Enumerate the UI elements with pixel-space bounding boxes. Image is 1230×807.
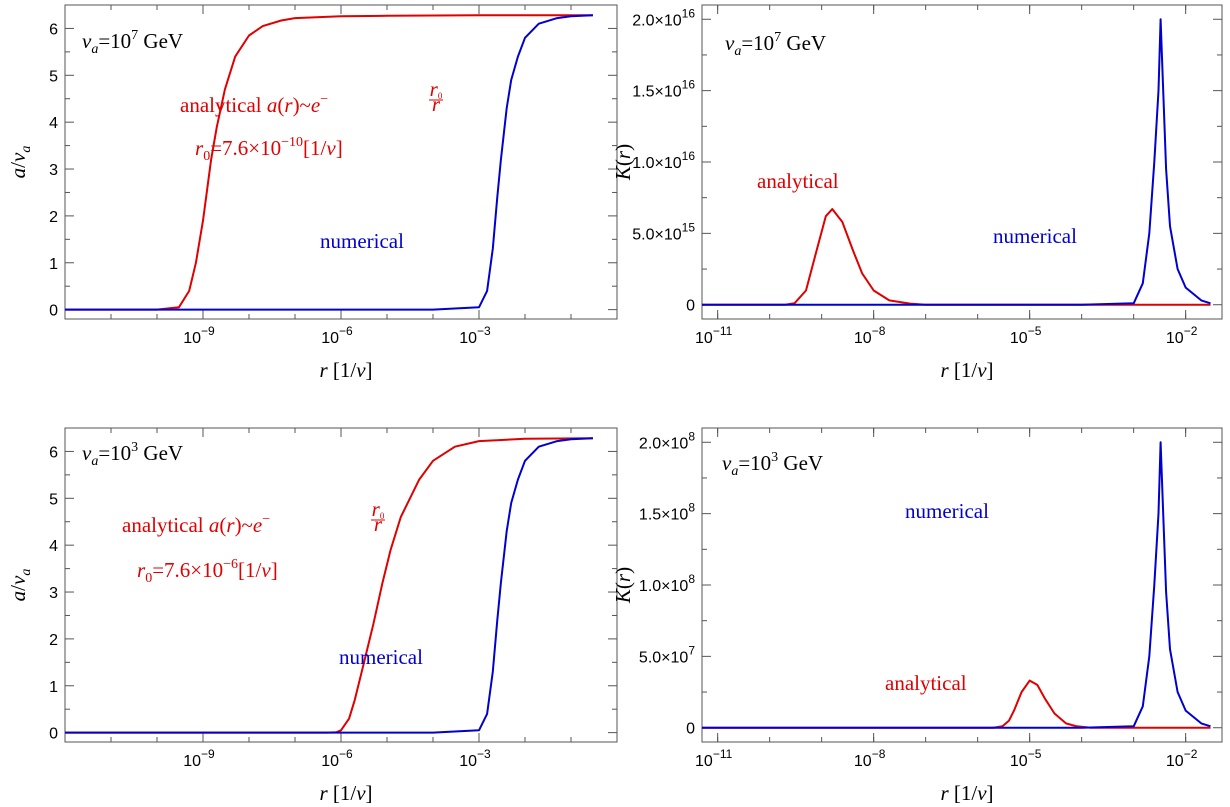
x-tick-label: 10−8	[854, 324, 886, 347]
panel-4: 10−11 10−8 10−5 10−2 0 5.0×107​ 1.0×108​ 1.5×10…	[611, 427, 1223, 805]
r0-annotation: r0=7.6×10−10[1/v]	[195, 135, 343, 164]
y-tick-label: 1.0×108​	[639, 572, 695, 595]
y-tick-label: 1.5×1016​	[632, 78, 695, 101]
y-tick-label: 5	[49, 491, 58, 508]
x-tick-label: 10−2	[1166, 747, 1198, 770]
y-tick-label: 3	[49, 162, 58, 179]
y-tick-label: 5.0×1015​	[632, 220, 695, 243]
y-tick-label: 1.5×108​	[639, 501, 695, 524]
panel-1: 10−9 10−6 10−3 0 1 2 3 4 5 6 r [1/v] a/va va=107 GeV…	[6, 4, 618, 382]
x-tick-label: 10−5	[1010, 747, 1042, 770]
analytical-annotation: analytical a(r)~e−	[122, 512, 270, 537]
fraction-denominator: r	[432, 92, 441, 116]
y-tick-label: 5.0×107​	[639, 643, 695, 666]
y-tick-label: 5	[49, 68, 58, 85]
numerical-annotation: numerical	[993, 224, 1077, 248]
y-axis-label: K(r)	[611, 144, 635, 181]
series-numerical	[65, 14, 593, 311]
va-annotation: va=103 GeV	[82, 440, 183, 469]
panel-3: 10−9 10−6 10−3 0 1 2 3 4 5 6 r [1/v] a/va va=103 GeV…	[6, 427, 618, 805]
numerical-annotation: numerical	[905, 499, 989, 523]
series-analytical	[65, 437, 593, 734]
x-tick-label: 10−6	[321, 747, 353, 770]
y-axis-label: K(r)	[611, 567, 635, 604]
x-tick-label: 10−11	[695, 747, 733, 770]
va-annotation: va=107 GeV	[725, 30, 826, 59]
x-tick-label: 10−9	[183, 324, 215, 347]
panel-2: 10−11 10−8 10−5 10−2 0 5.0×1015​ 1.0×1016​ 1.5×…	[611, 4, 1223, 382]
x-axis-label: r [1/v]	[319, 781, 372, 805]
series-numerical	[65, 437, 593, 734]
series-numerical	[702, 441, 1211, 729]
series-analytical	[702, 208, 1211, 306]
x-tick-label: 10−6	[321, 324, 353, 347]
y-axis-label: a/va	[6, 146, 34, 179]
x-tick-label: 10−3	[459, 324, 491, 347]
x-tick-label: 10−5	[1010, 324, 1042, 347]
y-tick-label: 4	[49, 538, 58, 555]
series-analytical	[65, 14, 593, 311]
y-tick-label: 4	[49, 115, 58, 132]
y-tick-label: 1	[49, 679, 58, 696]
y-tick-label: 0	[686, 721, 695, 738]
y-tick-label: 2	[49, 632, 58, 649]
x-axis-label: r [1/v]	[319, 358, 372, 382]
va-annotation: va=107 GeV	[82, 28, 183, 57]
analytical-annotation: analytical a(r)~e−	[180, 92, 328, 117]
series-numerical	[702, 18, 1211, 306]
x-axis-label: r [1/v]	[940, 358, 993, 382]
x-axis-label: r [1/v]	[940, 781, 993, 805]
fraction-numerator: r0	[372, 497, 385, 521]
y-tick-label: 1	[49, 256, 58, 273]
x-tick-label: 10−9	[183, 747, 215, 770]
fraction-numerator: r0	[430, 77, 443, 101]
x-tick-label: 10−2	[1166, 324, 1198, 347]
y-tick-label: 2	[49, 209, 58, 226]
analytical-annotation: analytical	[885, 671, 967, 695]
r0-annotation: r0=7.6×10−6[1/v]	[137, 557, 278, 586]
va-annotation: va=103 GeV	[722, 450, 823, 479]
numerical-annotation: numerical	[339, 645, 423, 669]
y-tick-label: 6	[49, 444, 58, 461]
y-tick-label: 3	[49, 585, 58, 602]
numerical-annotation: numerical	[320, 229, 404, 253]
y-tick-label: 0	[49, 726, 58, 743]
analytical-annotation: analytical	[757, 169, 839, 193]
y-axis-label: a/va	[6, 569, 34, 602]
y-tick-label: 1.0×1016​	[632, 149, 695, 172]
y-tick-label: 2.0×1016​	[632, 6, 695, 29]
y-tick-label: 6	[49, 21, 58, 38]
x-tick-label: 10−11	[695, 324, 733, 347]
y-tick-label: 0	[686, 298, 695, 315]
x-tick-label: 10−3	[459, 747, 491, 770]
x-tick-label: 10−8	[854, 747, 886, 770]
y-tick-label: 0	[49, 303, 58, 320]
fraction-denominator: r	[374, 512, 383, 536]
y-tick-label: 2.0×108​	[639, 429, 695, 452]
